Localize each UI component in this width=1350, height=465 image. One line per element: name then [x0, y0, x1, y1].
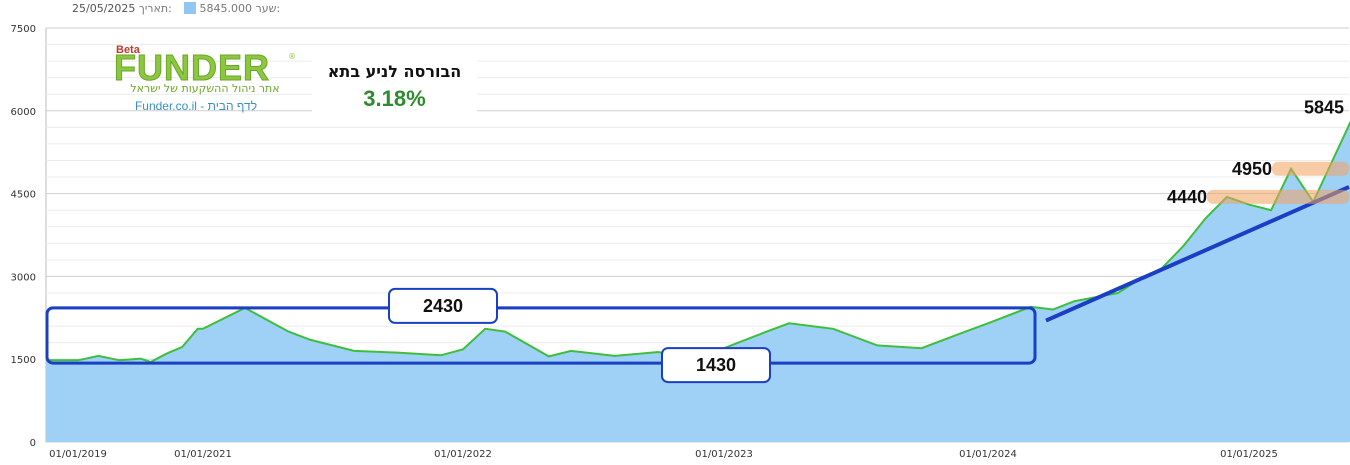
rate-value: 5845.000 — [199, 2, 253, 15]
range-bottom-label-bg — [661, 347, 771, 384]
y-tick-label: 6000 — [11, 107, 36, 118]
x-tick-label: 01/01/2019 — [49, 449, 107, 460]
range-top-label-bg — [388, 287, 498, 324]
logo-tagline: אתר ניהול ההשקעות של ישראל — [130, 82, 280, 95]
y-tick-label: 7500 — [11, 24, 36, 35]
logo-beta: Beta — [116, 44, 140, 56]
range-top-label: 2430 — [423, 296, 463, 316]
registered-icon: ® — [288, 52, 296, 61]
resistance-band-high — [1272, 161, 1349, 176]
support-band-mid — [1207, 189, 1349, 204]
date-label: תאריך: — [138, 2, 172, 15]
header-date: 25/05/2025 תאריך: — [72, 2, 172, 15]
header-rate: 5845.000 שער: — [184, 2, 280, 15]
rate-label: שער: — [255, 2, 281, 15]
index-title-box: הבורסה לניע בתא 3.18% — [312, 60, 477, 114]
range-box — [45, 306, 1037, 365]
home-link[interactable]: Funder.co.il - לדף הבית — [134, 99, 258, 113]
index-title: הבורסה לניע בתא — [327, 62, 462, 81]
x-tick-label: 01/01/2025 — [1220, 449, 1278, 460]
y-tick-label: 1500 — [11, 355, 36, 366]
y-tick-label: 0 — [30, 438, 36, 449]
index-change: 3.18% — [363, 86, 426, 111]
range-bottom-label: 1430 — [696, 355, 736, 375]
last-value-label: 5845 — [1304, 97, 1344, 117]
x-tick-label: 01/01/2023 — [695, 449, 753, 460]
y-tick-label: 4500 — [11, 190, 36, 201]
x-tick-label: 01/01/2021 — [174, 449, 232, 460]
x-tick-label: 01/01/2022 — [434, 449, 492, 460]
funder-logo[interactable]: Beta FUNDER ® אתר ניהול ההשקעות של ישראל… — [112, 44, 302, 113]
level-label-mid: 4440 — [1167, 187, 1207, 207]
y-tick-label: 3000 — [11, 272, 36, 283]
legend-swatch — [184, 2, 196, 14]
date-value: 25/05/2025 — [72, 2, 136, 15]
logo-name: FUNDER — [114, 47, 270, 88]
price-area — [46, 123, 1350, 442]
trend-line — [1045, 185, 1350, 323]
level-label-high: 4950 — [1232, 159, 1272, 179]
x-tick-label: 01/01/2024 — [959, 449, 1017, 460]
